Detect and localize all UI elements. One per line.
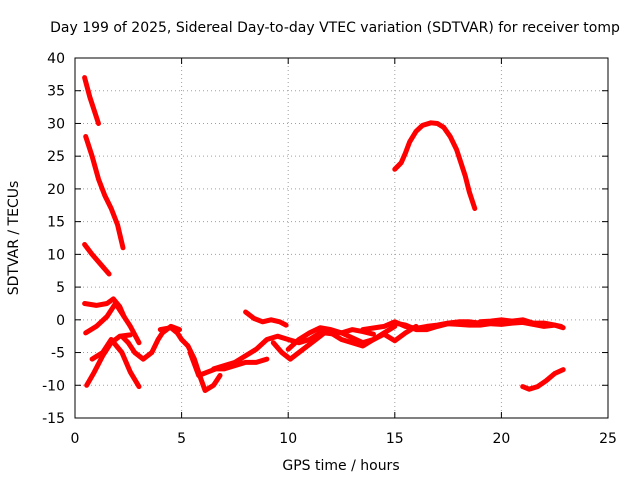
series-track-2 xyxy=(83,134,126,251)
series-track-10 xyxy=(187,350,270,378)
y-tick-label: -15 xyxy=(42,411,65,427)
y-tick-label: 5 xyxy=(56,280,65,296)
plot-frame xyxy=(74,57,609,419)
y-tick-label: 15 xyxy=(47,215,65,231)
y-tick-label: -5 xyxy=(51,346,65,362)
x-tick-label: 25 xyxy=(599,431,617,447)
series-track-5 xyxy=(83,301,142,346)
y-tick-label: 0 xyxy=(56,313,65,329)
y-tick-label: 30 xyxy=(47,116,65,132)
tick-labels: 0 5 10 15 20 25 -15 -10 -5 0 5 10 15 20 25 30 35 40 xyxy=(42,51,617,447)
series-track-19 xyxy=(477,317,564,329)
y-tick-label: 20 xyxy=(47,182,65,198)
x-tick-label: 5 xyxy=(177,431,186,447)
x-axis-title: GPS time / hours xyxy=(282,458,399,474)
series-track-13 xyxy=(270,330,338,362)
series-track-12 xyxy=(243,309,289,328)
series-track-17 xyxy=(360,319,483,333)
series-track-3 xyxy=(82,242,112,277)
x-tick-label: 15 xyxy=(386,431,404,447)
series-track-7 xyxy=(89,337,142,390)
y-tick-label: 40 xyxy=(47,51,65,67)
series-track-1 xyxy=(82,75,101,126)
axis-ticks xyxy=(74,57,609,419)
x-tick-label: 10 xyxy=(279,431,297,447)
chart-title: Day 199 of 2025, Sidereal Day-to-day VTE… xyxy=(50,20,620,36)
y-tick-label: 35 xyxy=(47,84,65,100)
x-tick-label: 20 xyxy=(492,431,510,447)
y-tick-label: -10 xyxy=(42,378,65,394)
series-track-21 xyxy=(520,367,566,392)
series-track-20 xyxy=(392,120,478,211)
data-series xyxy=(82,75,566,393)
y-axis-title: SDTVAR / TECUs xyxy=(6,181,22,296)
x-tick-label: 0 xyxy=(71,431,80,447)
series-track-16 xyxy=(317,323,419,346)
series-track-11 xyxy=(211,330,334,372)
y-tick-label: 10 xyxy=(47,247,65,263)
y-tick-label: 25 xyxy=(47,149,65,165)
grid-lines xyxy=(75,58,608,418)
